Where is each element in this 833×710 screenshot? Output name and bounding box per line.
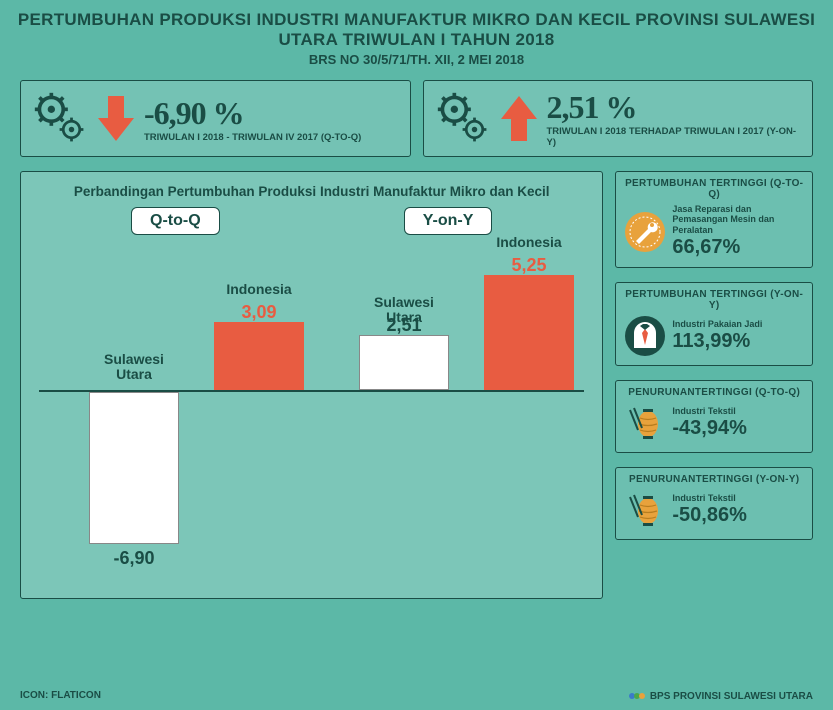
stat-box-yony: 2,51 % TRIWULAN I 2018 TERHADAP TRIWULAN… [423,80,814,157]
side-box-pct: 113,99% [672,330,804,353]
chart-bar [484,275,574,391]
bar-label: Indonesia [484,235,574,250]
stat-pct-yony: 2,51 % [547,89,801,126]
side-box-pct: 66,67% [672,236,804,259]
chart-bar [359,335,449,390]
top-stats-row: -6,90 % TRIWULAN I 2018 - TRIWULAN IV 20… [0,80,833,157]
chart-panel: Perbandingan Pertumbuhan Produksi Indust… [20,171,603,599]
side-box-label: Industri Pakaian Jadi [672,319,804,329]
chart-tabs: Q-to-Q Y-on-Y [39,207,584,235]
tab-qtoq: Q-to-Q [131,207,220,235]
side-box-title: PERTUMBUHAN TERTINGGI (Y-ON-Y) [624,289,804,311]
bar-label: Sulawesi Utara [89,352,179,383]
arrow-up-icon [499,91,539,146]
arrow-down-icon [96,91,136,146]
side-stat-box: PERTUMBUHAN TERTINGGI (Q-TO-Q) Jasa Repar… [615,171,813,268]
stat-sub-yony: TRIWULAN I 2018 TERHADAP TRIWULAN I 2017… [547,126,801,148]
side-box-label: Industri Tekstil [672,406,804,416]
side-box-title: PERTUMBUHAN TERTINGGI (Q-TO-Q) [624,178,804,200]
stat-sub-qtoq: TRIWULAN I 2018 - TRIWULAN IV 2017 (Q-TO… [144,132,398,143]
shirt-icon [624,315,666,357]
bps-source: BPS PROVINSI SULAWESI UTARA [628,690,813,702]
wrench-icon [624,211,666,253]
bar-value: -6,90 [89,548,179,569]
yarn-icon [624,489,666,531]
side-box-title: PENURUNANTERTINGGI (Q-TO-Q) [624,387,804,398]
bar-value: 5,25 [484,255,574,276]
bar-label: Indonesia [214,282,304,297]
side-box-title: PENURUNANTERTINGGI (Y-ON-Y) [624,474,804,485]
stat-pct-qtoq: -6,90 % [144,95,398,132]
side-box-pct: -43,94% [672,417,804,440]
chart-area: Sulawesi Utara-6,90Indonesia3,09Sulawesi… [39,250,584,580]
icon-credit: ICON: FLATICON [20,690,101,702]
side-stat-box: PENURUNANTERTINGGI (Y-ON-Y) Industri Teks… [615,467,813,540]
bar-value: 3,09 [214,302,304,323]
side-stat-box: PERTUMBUHAN TERTINGGI (Y-ON-Y) Industri P… [615,282,813,366]
side-column: PERTUMBUHAN TERTINGGI (Q-TO-Q) Jasa Repar… [615,171,813,599]
header: PERTUMBUHAN PRODUKSI INDUSTRI MANUFAKTUR… [0,0,833,75]
side-box-label: Jasa Reparasi dan Pemasangan Mesin dan P… [672,204,804,235]
page-subtitle: BRS NO 30/5/71/TH. XII, 2 MEI 2018 [15,52,818,67]
gears-icon [33,91,88,146]
chart-bar [89,392,179,544]
side-box-pct: -50,86% [672,504,804,527]
bps-logo-icon [628,690,646,702]
bar-value: 2,51 [359,315,449,336]
chart-title: Perbandingan Pertumbuhan Produksi Indust… [39,184,584,199]
footer: ICON: FLATICON BPS PROVINSI SULAWESI UTA… [20,690,813,702]
tab-yony: Y-on-Y [404,207,493,235]
side-box-label: Industri Tekstil [672,493,804,503]
side-stat-box: PENURUNANTERTINGGI (Q-TO-Q) Industri Teks… [615,380,813,453]
page-title: PERTUMBUHAN PRODUKSI INDUSTRI MANUFAKTUR… [15,10,818,50]
chart-bar [214,322,304,390]
yarn-icon [624,402,666,444]
gears-icon [436,91,491,146]
stat-box-qtoq: -6,90 % TRIWULAN I 2018 - TRIWULAN IV 20… [20,80,411,157]
